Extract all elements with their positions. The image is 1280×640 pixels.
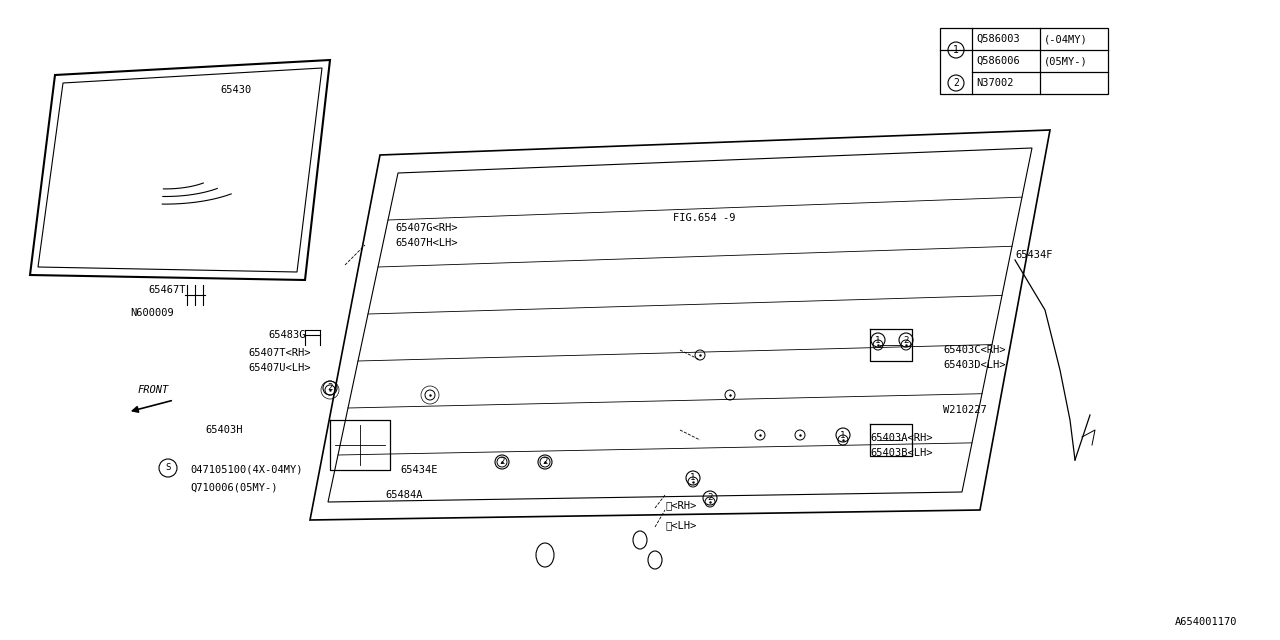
Text: FIG.654 -9: FIG.654 -9: [673, 213, 736, 223]
Text: 1: 1: [840, 431, 846, 440]
Bar: [940, 28, 1108, 94]
Text: 65483G: 65483G: [268, 330, 306, 340]
Text: 65484A: 65484A: [385, 490, 422, 500]
Text: 2: 2: [904, 335, 909, 344]
Text: (05MY-): (05MY-): [1044, 56, 1088, 66]
Text: ①<RH>: ①<RH>: [666, 500, 696, 510]
Text: Q586003: Q586003: [977, 34, 1020, 44]
Text: 2: 2: [543, 458, 548, 467]
Text: 1: 1: [690, 474, 696, 483]
Text: N600009: N600009: [131, 308, 174, 318]
Text: 65403D<LH>: 65403D<LH>: [943, 360, 1006, 370]
Text: (-04MY): (-04MY): [1044, 34, 1088, 44]
Text: 65407U<LH>: 65407U<LH>: [248, 363, 311, 373]
Text: N37002: N37002: [977, 78, 1014, 88]
Text: 65407G<RH>: 65407G<RH>: [396, 223, 457, 233]
Text: 65430: 65430: [220, 85, 251, 95]
Text: 65403B<LH>: 65403B<LH>: [870, 448, 933, 458]
Text: 65434E: 65434E: [401, 465, 438, 475]
Text: 047105100(4X-04MY): 047105100(4X-04MY): [189, 465, 302, 475]
Text: 2: 2: [708, 493, 713, 502]
Text: 2: 2: [328, 383, 333, 392]
Text: 65403H: 65403H: [205, 425, 242, 435]
Text: 65434F: 65434F: [1015, 250, 1052, 260]
Text: Q586006: Q586006: [977, 56, 1020, 66]
Text: 65403C<RH>: 65403C<RH>: [943, 345, 1006, 355]
Text: A654001170: A654001170: [1175, 617, 1238, 627]
Text: 2: 2: [499, 458, 504, 467]
Text: 65407H<LH>: 65407H<LH>: [396, 238, 457, 248]
Text: 65407T<RH>: 65407T<RH>: [248, 348, 311, 358]
Text: FRONT: FRONT: [137, 385, 169, 395]
Text: 1: 1: [954, 45, 959, 55]
Text: 2: 2: [954, 78, 959, 88]
Text: 65467T: 65467T: [148, 285, 186, 295]
Text: 65403A<RH>: 65403A<RH>: [870, 433, 933, 443]
Text: W210227: W210227: [943, 405, 987, 415]
Text: Q710006(05MY-): Q710006(05MY-): [189, 482, 278, 492]
Text: 1: 1: [876, 335, 881, 344]
Text: ②<LH>: ②<LH>: [666, 520, 696, 530]
Text: S: S: [165, 463, 170, 472]
